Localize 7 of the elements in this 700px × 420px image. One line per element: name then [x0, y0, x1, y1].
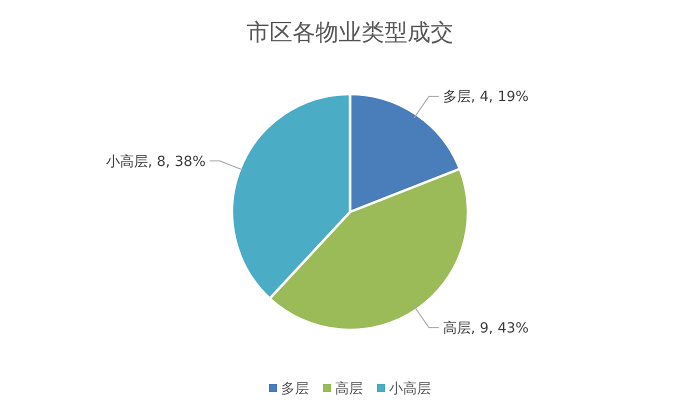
chart-title: 市区各物业类型成交 — [246, 20, 454, 46]
data-label: 多层, 4, 19% — [442, 89, 529, 106]
data-label: 高层, 9, 43% — [442, 320, 529, 337]
legend-label: 多层 — [281, 380, 309, 397]
legend-label: 高层 — [335, 380, 363, 397]
data-label: 小高层, 8, 38% — [106, 154, 206, 170]
legend-label: 小高层 — [389, 380, 431, 397]
